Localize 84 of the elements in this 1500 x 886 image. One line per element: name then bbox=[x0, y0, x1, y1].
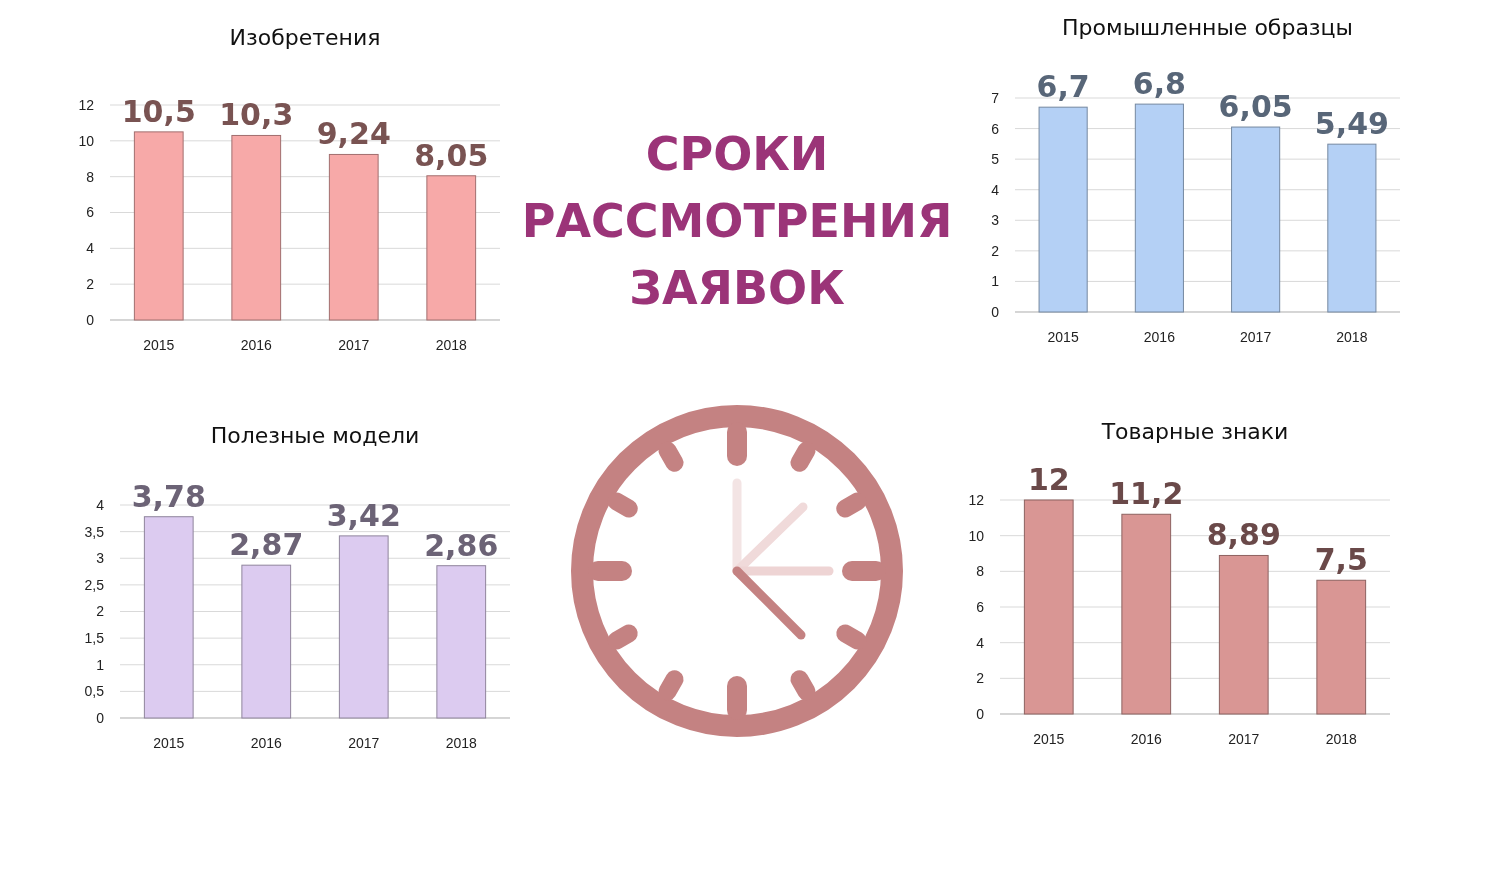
y-tick-label: 0 bbox=[96, 709, 105, 726]
y-tick-label: 7 bbox=[991, 89, 1000, 106]
bar bbox=[231, 134, 282, 321]
bar bbox=[436, 565, 487, 719]
y-tick-label: 2 bbox=[991, 242, 1000, 259]
x-tick-label: 2017 bbox=[1240, 328, 1272, 345]
bar bbox=[1023, 499, 1074, 715]
y-tick-label: 0,5 bbox=[84, 683, 105, 700]
y-tick-label: 0 bbox=[991, 303, 1000, 320]
y-tick-label: 8 bbox=[86, 168, 95, 185]
x-tick-label: 2018 bbox=[435, 336, 468, 353]
bar bbox=[1121, 513, 1172, 715]
data-label: 8,89 bbox=[1206, 517, 1281, 553]
y-tick-label: 3,5 bbox=[84, 523, 105, 540]
data-label: 10,3 bbox=[219, 97, 294, 133]
data-label: 5,49 bbox=[1314, 106, 1389, 142]
bar bbox=[143, 516, 194, 719]
chart-title: Товарные знаки bbox=[1100, 419, 1289, 444]
bar bbox=[1231, 126, 1281, 313]
data-label: 7,5 bbox=[1314, 542, 1368, 578]
bar bbox=[328, 153, 379, 321]
y-tick-label: 2 bbox=[96, 603, 105, 620]
x-tick-label: 2017 bbox=[338, 336, 370, 353]
chart-title: Изобретения bbox=[229, 25, 381, 50]
data-label: 6,8 bbox=[1132, 66, 1186, 102]
data-label: 3,42 bbox=[326, 497, 401, 533]
y-tick-label: 6 bbox=[976, 598, 985, 615]
text: СРОКИ РАССМОТРЕНИЯ ЗАЯВОК bbox=[521, 127, 953, 315]
y-tick-label: 1 bbox=[96, 656, 105, 673]
y-tick-label: 4 bbox=[991, 181, 1000, 198]
data-label: 3,78 bbox=[131, 478, 206, 514]
bar bbox=[1316, 579, 1367, 715]
y-tick-label: 2 bbox=[976, 670, 985, 687]
x-tick-label: 2018 bbox=[1336, 328, 1368, 345]
data-label: 10,5 bbox=[121, 93, 196, 129]
x-tick-label: 2015 bbox=[1047, 328, 1079, 345]
x-tick-label: 2016 bbox=[1130, 730, 1163, 747]
bar bbox=[1327, 143, 1377, 313]
y-tick-label: 12 bbox=[78, 96, 95, 113]
y-tick-label: 0 bbox=[976, 705, 985, 722]
data-label: 6,05 bbox=[1218, 89, 1293, 125]
y-tick-label: 6 bbox=[991, 120, 1000, 137]
y-tick-label: 10 bbox=[968, 527, 985, 544]
data-label: 8,05 bbox=[414, 137, 489, 173]
bar bbox=[426, 175, 477, 321]
y-tick-label: 1 bbox=[991, 273, 1000, 290]
y-tick-label: 3 bbox=[991, 212, 1000, 229]
y-tick-label: 8 bbox=[976, 563, 985, 580]
x-tick-label: 2018 bbox=[445, 734, 478, 751]
y-tick-label: 4 bbox=[86, 240, 95, 257]
bar bbox=[1038, 106, 1088, 313]
x-tick-label: 2016 bbox=[240, 336, 273, 353]
data-label: 11,2 bbox=[1109, 476, 1184, 512]
y-tick-label: 2,5 bbox=[84, 576, 105, 593]
chart-title: Полезные модели bbox=[210, 423, 420, 448]
y-tick-label: 12 bbox=[968, 491, 985, 508]
y-tick-label: 1,5 bbox=[84, 630, 105, 647]
bar bbox=[1218, 554, 1269, 715]
y-tick-label: 4 bbox=[96, 496, 105, 513]
x-tick-label: 2016 bbox=[250, 734, 283, 751]
x-tick-label: 2017 bbox=[1228, 730, 1260, 747]
bar bbox=[338, 535, 389, 719]
x-tick-label: 2015 bbox=[1033, 730, 1065, 747]
y-tick-label: 5 bbox=[991, 151, 1000, 168]
data-label: 6,7 bbox=[1036, 69, 1090, 105]
bar bbox=[1134, 103, 1184, 313]
data-label: 9,24 bbox=[316, 116, 391, 152]
y-tick-label: 3 bbox=[96, 550, 105, 567]
x-tick-label: 2018 bbox=[1325, 730, 1358, 747]
chart-title: Промышленные образцы bbox=[1062, 15, 1353, 40]
y-tick-label: 2 bbox=[86, 276, 95, 293]
bar bbox=[241, 564, 292, 719]
bar bbox=[133, 131, 184, 321]
data-label: 12 bbox=[1027, 462, 1070, 497]
data-label: 2,87 bbox=[229, 527, 304, 563]
y-tick-label: 0 bbox=[86, 311, 95, 328]
data-label: 2,86 bbox=[424, 527, 499, 563]
y-tick-label: 10 bbox=[78, 132, 95, 149]
x-tick-label: 2015 bbox=[143, 336, 175, 353]
x-tick-label: 2016 bbox=[1143, 328, 1176, 345]
y-tick-label: 4 bbox=[976, 634, 985, 651]
x-tick-label: 2015 bbox=[153, 734, 185, 751]
x-tick-label: 2017 bbox=[348, 734, 380, 751]
y-tick-label: 6 bbox=[86, 204, 95, 221]
